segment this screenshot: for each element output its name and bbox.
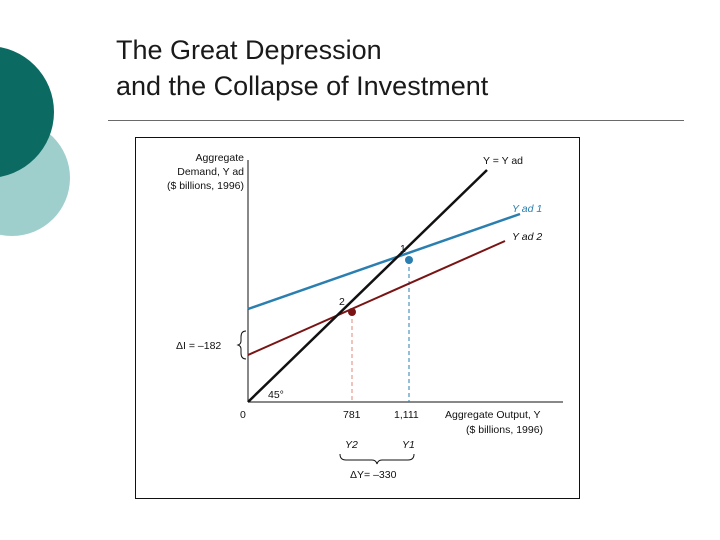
slide-title-line2: and the Collapse of Investment: [116, 71, 489, 101]
delta-y-brace: [339, 453, 415, 465]
delta-i-label: ΔI = –182: [176, 340, 221, 352]
line-45-label: Y = Y ad: [483, 155, 523, 167]
line-y2-label: Y ad 2: [512, 231, 542, 243]
deco-dark-circle: [0, 47, 54, 177]
point-1-label: 1: [400, 243, 406, 255]
y2-output-label: Y2: [345, 439, 358, 451]
title-divider: [108, 120, 684, 121]
y-axis-label-line1: Aggregate: [196, 152, 245, 164]
x-axis-label-line1: Aggregate Output, Y: [445, 409, 541, 421]
slide-title: The Great Depression and the Collapse of…: [116, 32, 676, 104]
slide-title-line1: The Great Depression: [116, 35, 382, 65]
equilibrium-point-2: [348, 308, 356, 316]
forty-five-degree-line: [247, 169, 488, 403]
x-axis-label-line2: ($ billions, 1996): [466, 424, 543, 436]
decorative-circles: [0, 47, 70, 236]
y-axis-label-line3: ($ billions, 1996): [167, 180, 244, 192]
delta-y-label: ΔY= –330: [350, 469, 397, 481]
angle-45-label: 45°: [268, 389, 284, 401]
y-axis-label-line2: Demand, Y ad: [177, 166, 244, 178]
aggregate-demand-line-1: [247, 212, 521, 311]
equilibrium-point-1: [405, 256, 413, 264]
aggregate-demand-line-2: [247, 240, 506, 356]
line-y1-label: Y ad 1: [512, 203, 542, 215]
x-tick-781: 781: [343, 409, 361, 421]
y1-output-label: Y1: [402, 439, 415, 451]
origin-label: 0: [240, 409, 246, 421]
point-2-label: 2: [339, 296, 345, 308]
figure-frame: [135, 137, 580, 499]
delta-i-brace: [236, 330, 247, 360]
x-tick-1111: 1,111: [394, 409, 419, 421]
